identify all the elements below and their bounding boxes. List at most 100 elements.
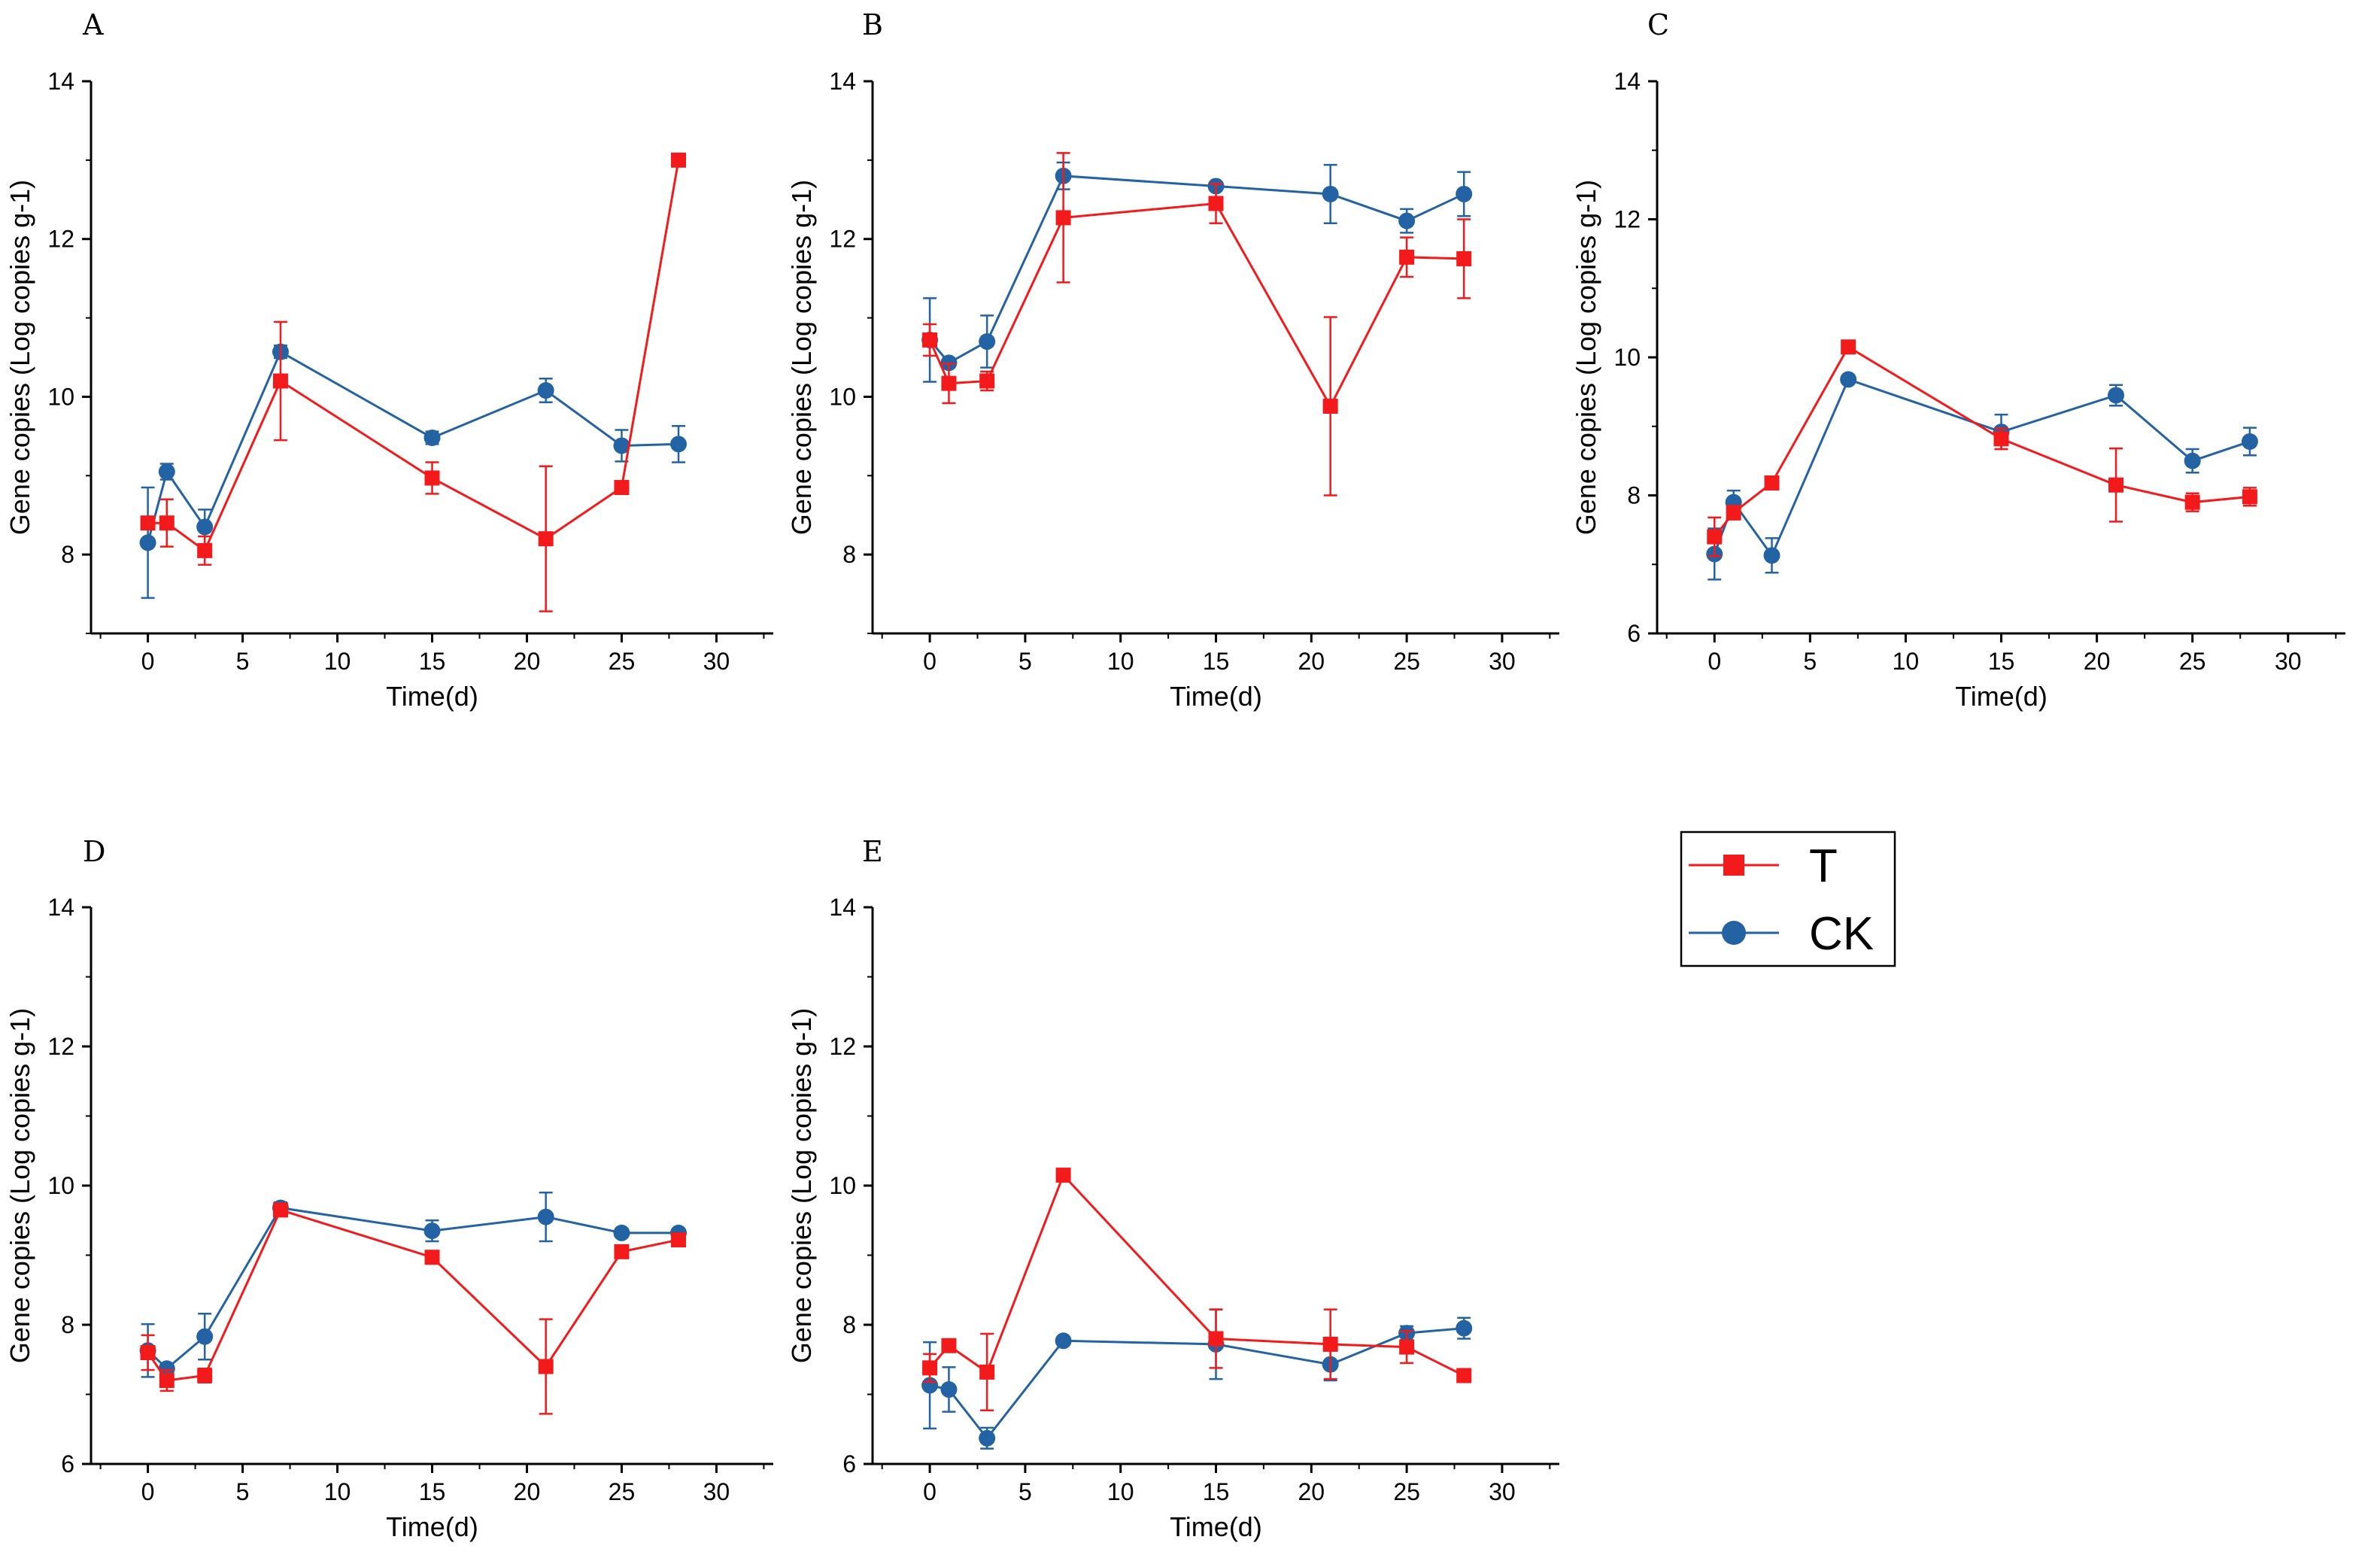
data-point-CK [613, 1224, 630, 1241]
data-point-CK [979, 333, 996, 351]
x-tick-label: 30 [703, 1478, 730, 1505]
series-CK [921, 161, 1473, 383]
data-point-T [1322, 1336, 1338, 1352]
panel-letter: B [862, 8, 883, 41]
data-point-T [1456, 1368, 1472, 1383]
series-line-T [147, 159, 680, 553]
x-tick-label: 30 [1489, 1478, 1516, 1505]
y-tick-label: 8 [1627, 482, 1641, 509]
data-point-CK [2184, 452, 2201, 469]
data-point-T [197, 542, 213, 558]
panel-E: E 6 8 10 12 14 0 5 10 15 20 25 30 Time(d) Gene copies … [786, 835, 1559, 1542]
panel-letter: A [82, 8, 104, 41]
data-point-T [1208, 1331, 1224, 1347]
data-point-CK [2241, 433, 2258, 450]
panel-C: C 6 8 10 12 14 0 5 10 15 20 25 30 Time(d) Gene copies … [1571, 8, 2345, 712]
data-point-T [159, 1373, 175, 1388]
x-tick-label: 5 [236, 648, 250, 675]
y-tick-label: 10 [47, 383, 74, 410]
x-tick-label: 15 [1988, 648, 2015, 675]
x-tick-label: 30 [1489, 648, 1516, 675]
x-tick-label: 10 [1893, 648, 1920, 675]
panel-letter: C [1647, 8, 1669, 41]
data-point-T [1726, 505, 1741, 521]
data-point-CK [670, 436, 688, 453]
data-point-T [1841, 339, 1856, 355]
data-point-T [979, 373, 995, 389]
y-tick-label: 14 [829, 894, 856, 921]
data-point-CK [537, 1208, 554, 1225]
series-T [922, 152, 1472, 497]
data-point-T [2108, 477, 2123, 493]
series-line-CK [1713, 378, 2251, 558]
x-tick-label: 0 [923, 1478, 937, 1505]
x-axis-title: Time(d) [386, 681, 478, 712]
data-point-CK [1322, 185, 1339, 202]
x-tick-label: 10 [1107, 648, 1134, 675]
x-tick-label: 25 [1393, 1478, 1420, 1505]
data-point-CK [423, 429, 441, 446]
data-point-T [2242, 489, 2257, 505]
series-CK [139, 1192, 688, 1378]
x-tick-label: 25 [609, 1478, 636, 1505]
data-point-CK [1456, 185, 1473, 202]
panel-letter: D [83, 835, 105, 868]
y-tick-label: 14 [47, 894, 74, 921]
data-point-T [538, 531, 554, 547]
y-tick-label: 14 [829, 68, 856, 95]
data-point-T [424, 470, 440, 486]
x-axis-title: Time(d) [1955, 681, 2048, 712]
data-point-T [1456, 251, 1472, 266]
data-point-CK [196, 518, 214, 536]
data-point-CK [537, 382, 554, 399]
data-point-T [614, 1244, 630, 1259]
data-point-T [922, 1360, 938, 1376]
y-tick-label: 6 [61, 1450, 74, 1477]
x-tick-label: 0 [1708, 648, 1721, 675]
series-line-CK [928, 175, 1465, 365]
x-tick-label: 5 [236, 1478, 250, 1505]
data-point-CK [1763, 547, 1780, 564]
data-point-T [272, 1202, 288, 1218]
x-tick-label: 20 [1298, 648, 1325, 675]
y-tick-label: 12 [1613, 206, 1641, 233]
panel-letter: E [862, 835, 883, 868]
x-tick-label: 25 [2179, 648, 2206, 675]
data-point-T [1055, 1168, 1071, 1183]
y-tick-label: 12 [47, 226, 74, 253]
series-line-T [147, 1208, 679, 1382]
y-tick-label: 14 [1613, 68, 1641, 95]
legend: T CK [1680, 831, 1896, 967]
data-point-T [922, 332, 938, 348]
y-tick-label: 6 [842, 1450, 856, 1477]
x-tick-label: 20 [1298, 1478, 1325, 1505]
y-tick-label: 12 [829, 1033, 856, 1060]
data-point-T [941, 375, 957, 391]
data-point-T [424, 1250, 440, 1265]
data-point-CK [979, 1429, 996, 1447]
data-point-T [1399, 1339, 1415, 1355]
x-tick-label: 0 [141, 1478, 155, 1505]
x-tick-label: 5 [1018, 648, 1032, 675]
y-tick-label: 12 [47, 1033, 74, 1060]
y-axis-title: Gene copies (Log copies g-1) [786, 1008, 817, 1363]
series-T [140, 1202, 687, 1415]
data-point-T [979, 1364, 995, 1380]
x-tick-label: 5 [1803, 648, 1817, 675]
data-point-T [1208, 196, 1224, 211]
x-axis-title: Time(d) [1170, 681, 1262, 712]
x-tick-label: 15 [419, 648, 446, 675]
x-tick-label: 30 [2275, 648, 2302, 675]
data-point-T [140, 1345, 156, 1360]
x-tick-label: 30 [703, 648, 730, 675]
y-tick-label: 8 [842, 1311, 856, 1338]
y-tick-label: 8 [842, 541, 856, 568]
data-point-CK [940, 1381, 958, 1398]
x-tick-label: 10 [324, 648, 351, 675]
series-T [1707, 339, 2257, 557]
series-line-CK [147, 1206, 679, 1371]
data-point-CK [139, 534, 156, 551]
data-point-T [614, 480, 630, 496]
y-tick-label: 6 [1627, 620, 1641, 647]
